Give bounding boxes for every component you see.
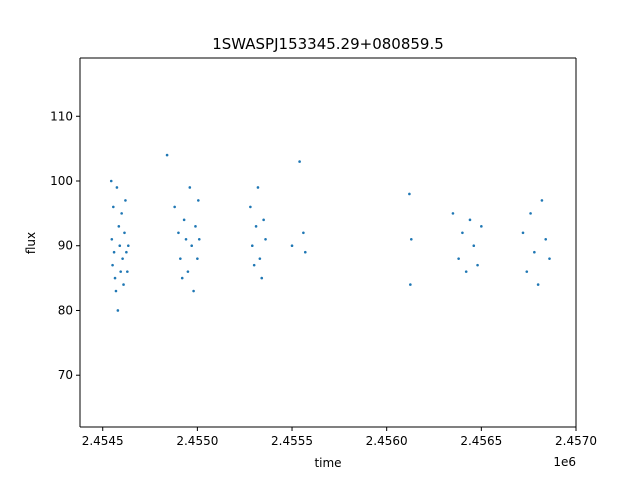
- data-point: [124, 199, 127, 202]
- y-axis-label: flux: [24, 232, 38, 254]
- data-point: [109, 179, 113, 183]
- data-point: [116, 309, 120, 312]
- data-point: [197, 237, 201, 241]
- data-point: [179, 257, 182, 260]
- data-point: [476, 263, 479, 267]
- data-point: [457, 257, 460, 260]
- data-point: [126, 244, 130, 248]
- data-point: [126, 270, 129, 273]
- data-point: [194, 225, 197, 228]
- data-point: [533, 250, 536, 254]
- data-point: [177, 231, 180, 235]
- data-point: [260, 276, 264, 280]
- data-point: [119, 270, 123, 273]
- data-point: [521, 231, 525, 235]
- data-point: [480, 225, 483, 228]
- y-tick-label: 100: [50, 174, 73, 188]
- data-point: [262, 218, 265, 222]
- data-point: [184, 237, 188, 241]
- data-point: [451, 212, 455, 215]
- data-point: [252, 263, 256, 267]
- data-point: [112, 205, 115, 209]
- data-point: [113, 276, 117, 280]
- data-point: [112, 250, 116, 254]
- data-point: [114, 289, 118, 293]
- data-point: [125, 250, 128, 254]
- data-point: [468, 218, 472, 222]
- data-point: [123, 231, 126, 235]
- data-point: [115, 186, 119, 189]
- chart-title: 1SWASPJ153345.29+080859.5: [212, 35, 444, 53]
- x-tick-label: 2.4545: [82, 434, 124, 448]
- data-point: [120, 212, 123, 215]
- data-point: [121, 257, 124, 260]
- data-point: [540, 199, 544, 202]
- axes-frame: [79, 57, 577, 428]
- y-tick-label: 90: [58, 239, 73, 253]
- data-point: [196, 257, 199, 260]
- data-point: [197, 199, 200, 202]
- data-point: [186, 270, 190, 273]
- data-point: [256, 186, 260, 189]
- y-axis-ticks: 70 80 90 100 110: [50, 109, 80, 382]
- scatter-points: [109, 153, 551, 312]
- data-point: [529, 212, 532, 215]
- x-tick-label: 2.4565: [460, 434, 502, 448]
- data-point: [182, 218, 186, 222]
- data-point: [111, 263, 114, 267]
- data-point: [110, 237, 114, 241]
- data-point: [408, 192, 411, 196]
- data-point: [258, 257, 262, 260]
- data-point: [302, 231, 305, 235]
- y-tick-label: 80: [58, 303, 73, 317]
- y-tick-label: 70: [58, 368, 73, 382]
- data-point: [525, 270, 529, 273]
- x-axis-ticks: 2.4545 2.4550 2.4555 2.4560 2.4565 2.4570: [82, 427, 597, 448]
- data-point: [173, 205, 176, 209]
- data-point: [250, 244, 254, 248]
- x-tick-label: 2.4550: [176, 434, 218, 448]
- data-point: [290, 244, 294, 248]
- y-tick-label: 110: [50, 109, 73, 123]
- data-point: [254, 225, 258, 228]
- data-point: [409, 237, 413, 241]
- data-point: [472, 244, 476, 248]
- data-point: [192, 289, 195, 293]
- data-point: [117, 225, 121, 228]
- plot-area: [80, 58, 576, 427]
- data-point: [188, 186, 192, 189]
- data-point: [409, 283, 412, 286]
- data-point: [122, 283, 125, 286]
- x-axis-offset-label: 1e6: [553, 455, 576, 469]
- data-point: [303, 250, 307, 254]
- data-point: [180, 276, 184, 280]
- x-tick-label: 2.4570: [555, 434, 597, 448]
- data-point: [298, 160, 301, 163]
- x-tick-label: 2.4560: [366, 434, 408, 448]
- data-point: [544, 237, 548, 241]
- data-point: [264, 237, 267, 241]
- data-point: [536, 283, 540, 286]
- data-point: [548, 257, 551, 260]
- x-axis-label: time: [314, 456, 341, 470]
- data-point: [190, 244, 193, 248]
- x-tick-label: 2.4555: [271, 434, 313, 448]
- data-point: [118, 244, 122, 248]
- data-point: [461, 231, 464, 235]
- data-point: [165, 153, 169, 157]
- data-point: [464, 270, 468, 273]
- data-point: [249, 205, 252, 209]
